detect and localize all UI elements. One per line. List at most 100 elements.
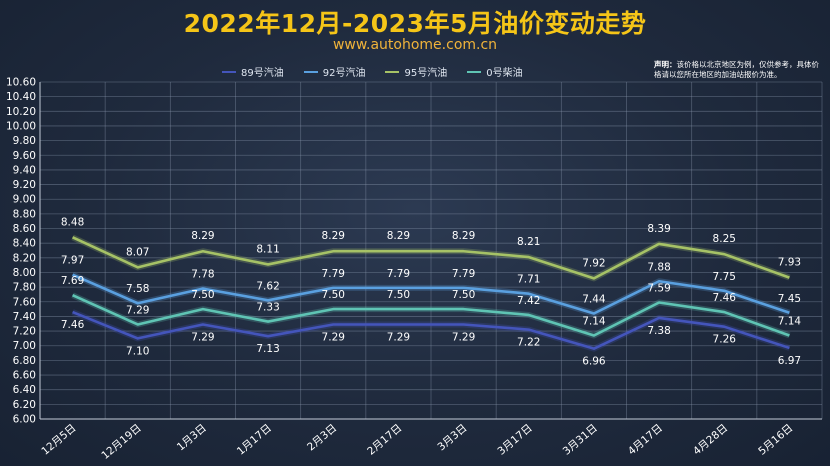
y-tick-label: 6.00 xyxy=(13,414,36,426)
y-tick-label: 10.60 xyxy=(6,77,36,89)
legend-item-diesel[interactable]: 0号柴油 xyxy=(467,64,523,79)
x-tick-label: 2月3日 xyxy=(305,422,339,453)
data-label: 7.71 xyxy=(517,274,540,286)
data-label: 7.46 xyxy=(61,319,85,331)
x-tick-label: 4月17日 xyxy=(626,422,665,458)
data-label: 7.50 xyxy=(191,289,214,301)
data-label: 7.33 xyxy=(256,302,279,314)
chart-subtitle: www.autohome.com.cn xyxy=(332,37,498,53)
y-tick-label: 7.20 xyxy=(13,326,36,338)
y-tick-label: 7.00 xyxy=(13,340,36,352)
data-label: 8.29 xyxy=(452,230,475,242)
y-tick-label: 10.00 xyxy=(6,120,36,132)
y-tick-label: 6.80 xyxy=(13,355,36,367)
y-tick-label: 7.80 xyxy=(13,282,36,294)
x-tick-label: 2月17日 xyxy=(365,422,404,458)
data-label: 7.29 xyxy=(387,331,410,343)
data-label: 7.13 xyxy=(256,343,279,355)
data-label: 7.97 xyxy=(61,255,84,267)
data-label: 7.62 xyxy=(256,280,279,292)
legend-label-92: 92号汽油 xyxy=(322,68,366,79)
series-line xyxy=(72,236,790,280)
data-label: 8.21 xyxy=(517,236,540,248)
legend-swatch-diesel xyxy=(467,70,482,73)
data-label: 7.69 xyxy=(61,275,84,287)
x-tick-label: 3月3日 xyxy=(435,422,469,453)
data-label: 7.42 xyxy=(517,295,540,307)
data-label: 7.50 xyxy=(452,289,475,301)
legend-label-89: 89号汽油 xyxy=(241,68,284,79)
y-tick-label: 9.00 xyxy=(13,194,36,206)
series-line xyxy=(72,294,790,337)
data-label: 7.14 xyxy=(582,315,606,327)
data-label: 7.50 xyxy=(322,289,345,301)
data-label: 7.10 xyxy=(126,345,149,357)
data-label: 7.29 xyxy=(322,331,345,343)
data-label: 7.59 xyxy=(647,283,670,295)
data-label: 8.29 xyxy=(387,230,410,242)
legend-swatch-92 xyxy=(303,70,318,73)
x-tick-label: 5月16日 xyxy=(756,422,795,458)
y-tick-label: 9.20 xyxy=(13,179,36,191)
data-label: 7.79 xyxy=(387,268,410,280)
data-label: 7.93 xyxy=(778,257,801,269)
x-tick-label: 3月17日 xyxy=(496,422,535,458)
y-tick-label: 10.20 xyxy=(6,106,36,118)
y-tick-label: 10.40 xyxy=(6,91,36,103)
data-label: 7.29 xyxy=(191,331,214,343)
data-label: 8.25 xyxy=(713,233,736,245)
data-label: 7.58 xyxy=(126,283,149,295)
y-tick-label: 6.20 xyxy=(13,399,36,411)
x-tick-label: 12月5日 xyxy=(39,422,78,458)
data-label: 6.97 xyxy=(778,355,801,367)
chart-legend: 89号汽油 92号汽油 95号汽油 0号柴油 xyxy=(222,64,523,79)
x-tick-label: 4月28日 xyxy=(691,422,730,458)
y-tick-label: 8.40 xyxy=(13,238,36,250)
y-tick-label: 9.40 xyxy=(13,164,36,176)
disclaimer-label: 声明： xyxy=(654,60,677,69)
data-label: 7.88 xyxy=(647,261,670,273)
disclaimer-text: 该价格以北京地区为例，仅供参考，具体价格请以您所在地区的加油站报价为准。 xyxy=(654,60,819,79)
y-tick-label: 8.00 xyxy=(13,267,36,279)
data-label: 8.07 xyxy=(126,246,149,258)
legend-item-89[interactable]: 89号汽油 xyxy=(222,64,284,79)
data-label: 8.29 xyxy=(322,230,345,242)
data-label: 7.38 xyxy=(647,325,670,337)
data-label: 7.46 xyxy=(713,292,737,304)
data-label: 7.50 xyxy=(387,289,410,301)
data-label: 8.11 xyxy=(256,243,279,255)
data-label: 7.22 xyxy=(517,337,540,349)
data-label: 7.14 xyxy=(778,315,802,327)
series-line xyxy=(72,273,790,315)
chart-title: 2022年12月-2023年5月油价变动走势 xyxy=(183,9,647,38)
y-tick-label: 9.80 xyxy=(13,135,36,147)
data-label: 8.29 xyxy=(191,230,214,242)
legend-item-95[interactable]: 95号汽油 xyxy=(385,64,447,79)
legend-label-diesel: 0号柴油 xyxy=(486,68,523,79)
y-tick-label: 6.60 xyxy=(13,370,36,382)
data-label: 7.45 xyxy=(778,293,801,305)
disclaimer: 声明：该价格以北京地区为例，仅供参考，具体价格请以您所在地区的加油站报价为准。 xyxy=(654,60,822,80)
legend-label-95: 95号汽油 xyxy=(404,68,448,79)
data-label: 7.92 xyxy=(582,257,605,269)
data-label: 7.44 xyxy=(582,294,606,306)
y-tick-label: 8.60 xyxy=(13,223,36,235)
series-line xyxy=(72,310,790,350)
y-tick-label: 9.60 xyxy=(13,150,36,162)
legend-swatch-89 xyxy=(222,70,236,73)
data-label: 7.79 xyxy=(322,268,345,280)
data-label: 8.48 xyxy=(61,216,84,228)
y-tick-label: 7.60 xyxy=(13,296,36,308)
data-label: 6.96 xyxy=(582,356,606,368)
x-tick-label: 1月3日 xyxy=(175,422,209,453)
x-tick-label: 3月31日 xyxy=(561,422,600,458)
data-label: 8.39 xyxy=(647,223,670,235)
legend-item-92[interactable]: 92号汽油 xyxy=(303,64,366,79)
y-tick-label: 7.40 xyxy=(13,311,36,323)
y-tick-label: 6.40 xyxy=(13,384,36,396)
x-tick-label: 1月17日 xyxy=(235,422,274,458)
data-label: 7.26 xyxy=(713,334,737,346)
x-tick-label: 12月19日 xyxy=(99,422,143,462)
data-label: 7.79 xyxy=(452,268,475,280)
